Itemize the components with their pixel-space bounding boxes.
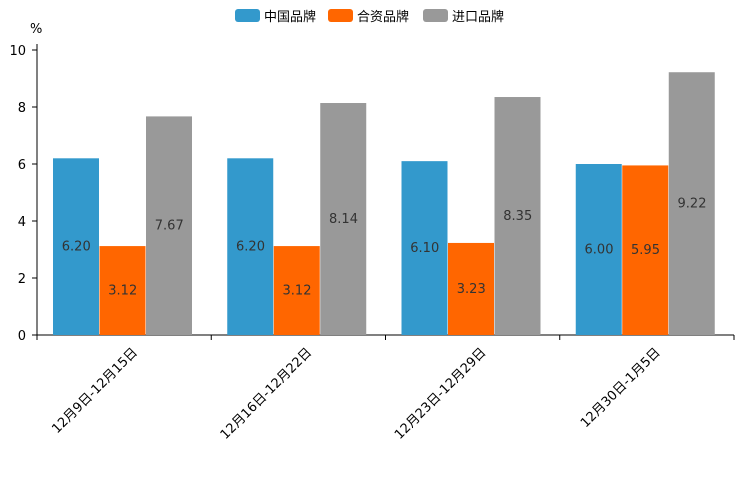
data-label-series2-cat4: 5.95 [631, 243, 660, 258]
x-category-label-2: 12月16日-12月22日 [218, 345, 315, 442]
data-label-series3-cat3: 8.35 [503, 209, 532, 224]
x-category-label-1: 12月9日-12月15日 [49, 345, 141, 437]
data-label-series1-cat2: 6.20 [236, 240, 265, 255]
bar-series1-cat4 [575, 164, 622, 335]
data-label-series1-cat4: 6.00 [585, 243, 614, 258]
y-tick-label-8: 8 [18, 101, 26, 116]
x-category-label-4: 12月30日-1月5日 [578, 345, 664, 431]
data-label-series3-cat1: 7.67 [155, 219, 184, 234]
bar-series2-cat1 [99, 246, 146, 335]
data-label-series3-cat4: 9.22 [678, 197, 707, 212]
bar-series3-cat4 [668, 72, 715, 335]
data-label-series1-cat3: 6.10 [410, 241, 439, 256]
data-label-series2-cat3: 3.23 [457, 282, 486, 297]
bar-series1-cat3 [401, 161, 448, 335]
y-tick-label-2: 2 [18, 272, 26, 287]
bar-series3-cat1 [146, 116, 192, 335]
data-label-series2-cat2: 3.12 [283, 284, 312, 299]
y-tick-label-0: 0 [18, 329, 26, 344]
data-labels: 6.20 3.12 7.67 6.20 3.12 8.14 6.10 3.23 8.35 6.00… [62, 197, 707, 299]
legend-swatch-1 [235, 9, 260, 22]
legend: 中国品牌 合资品牌 进口品牌 [235, 9, 504, 25]
y-tick-label-10: 10 [9, 44, 26, 59]
bars [53, 72, 715, 336]
x-category-label-3: 12月23日-12月29日 [392, 345, 489, 442]
legend-swatch-3 [423, 9, 448, 22]
bar-series2-cat4 [622, 165, 669, 335]
y-tick-label-4: 4 [18, 215, 26, 230]
bar-series1-cat2 [227, 158, 274, 335]
bar-series2-cat3 [448, 242, 494, 335]
y-tick-label-6: 6 [18, 158, 26, 173]
bar-series3-cat3 [494, 97, 541, 336]
y-axis-unit-label: % [30, 22, 42, 37]
legend-label-3: 进口品牌 [452, 9, 504, 25]
legend-label-2: 合资品牌 [357, 9, 409, 25]
data-label-series1-cat1: 6.20 [62, 240, 91, 255]
bar-series3-cat2 [320, 103, 367, 335]
data-label-series2-cat1: 3.12 [108, 284, 137, 299]
legend-label-1: 中国品牌 [264, 9, 316, 25]
data-label-series3-cat2: 8.14 [329, 212, 358, 227]
bar-series2-cat2 [273, 246, 320, 335]
legend-swatch-2 [328, 9, 353, 22]
bar-series1-cat1 [53, 158, 99, 335]
